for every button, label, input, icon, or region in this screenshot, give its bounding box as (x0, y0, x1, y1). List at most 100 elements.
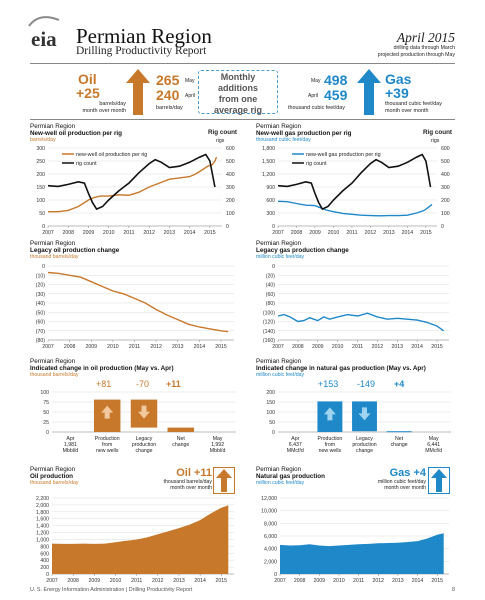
oil-per-rig-chart: 0 50 100 150 200 250 300 0 100 200 300 400 500 600 200… (36, 146, 235, 236)
line-series (48, 156, 218, 213)
gas-production-panel: Permian Region Natural gas production mi… (256, 466, 325, 486)
panel-title: Indicated change in natural gas producti… (256, 365, 426, 372)
panel-region: Permian Region (30, 240, 76, 247)
legend-label: new-well oil production per rig (76, 152, 147, 158)
x-tick-label: 2008 (292, 344, 304, 350)
x-tick-label: 2008 (67, 578, 79, 584)
oil-summary-delta: +25 (76, 85, 100, 101)
panel-region: Permian Region (30, 123, 76, 130)
unit-line: month over month (385, 107, 429, 114)
y-tick-label: 1,600 (36, 517, 49, 523)
y-tick-label: 0 (42, 224, 45, 230)
x-tick-label: 2014 (194, 578, 206, 584)
y-tick-label: 12,000 (261, 496, 277, 502)
panel-unit: thousand cubic feet/day (256, 137, 311, 143)
gas-may-value: 498 (324, 72, 348, 88)
x-tick-label: 2013 (383, 230, 395, 236)
gas-april-label: April (308, 93, 319, 99)
y2-tick-label: 0 (441, 224, 444, 230)
panel-unit: thousand barrels/day (30, 254, 79, 260)
x-tick-label: 2013 (173, 578, 185, 584)
divider (30, 63, 455, 64)
x-tick-label: 2012 (143, 230, 155, 236)
x-tick-label: 2012 (152, 578, 164, 584)
category-label: Mbbl/d (210, 448, 226, 454)
y2-tick-label: 500 (226, 159, 235, 165)
x-tick-label: 2015 (420, 230, 432, 236)
panel-title: Legacy oil production change (30, 247, 120, 254)
bar-net (386, 431, 412, 433)
oil-may-value: 265 (156, 72, 180, 88)
monthly-additions-box (198, 70, 278, 114)
panel-region: Permian Region (256, 358, 302, 365)
x-tick-label: 2012 (150, 344, 162, 350)
panel-region: Permian Region (30, 358, 76, 365)
y-tick-label: (20) (36, 283, 45, 289)
line-series (277, 200, 433, 217)
page-title: Permian Region (76, 24, 212, 48)
report-subtitle: Drilling Productivity Report (76, 45, 207, 57)
gas-production-chart: 0 2,000 4,000 6,000 8,000 10,000 12,000 2007 200… (261, 496, 449, 584)
gas-up-arrow-icon (431, 469, 447, 492)
legend-label: new-well gas production per rig (306, 152, 381, 158)
gas-summary-delta: +39 (385, 85, 409, 101)
x-tick-label: 2014 (411, 344, 423, 350)
y-tick-label: 10,000 (261, 509, 277, 515)
category-label: production (132, 442, 156, 448)
y-tick-label: 50 (39, 211, 45, 217)
oil-mid-unit: barrels/day (156, 105, 183, 111)
y-tick-label: (100) (263, 310, 275, 316)
down-arrow-icon (358, 407, 371, 421)
y-tick-label: 0 (272, 224, 275, 230)
y2-tick-label: 400 (441, 172, 450, 178)
x-tick-label: 2008 (291, 230, 303, 236)
y-tick-label: 6,000 (264, 534, 277, 540)
y-tick-label: 25 (43, 420, 49, 426)
category-label: change (356, 448, 373, 454)
panel-unit: thousand barrels/day (30, 480, 79, 486)
legend-label: rig count (306, 161, 327, 167)
area-series (280, 533, 444, 574)
panel-title: Natural gas production (256, 473, 325, 480)
category-label: change (135, 448, 152, 454)
y-tick-label: 0 (272, 264, 275, 270)
oil-summary-label: Oil (78, 71, 97, 87)
bar-net (167, 427, 195, 432)
y-tick-label: (80) (266, 301, 275, 307)
line-series (277, 153, 432, 211)
y-tick-label: 100 (266, 410, 275, 416)
oil-change-panel: Permian Region Indicated change in oil p… (30, 358, 174, 378)
y-tick-label: 0 (46, 572, 49, 578)
category-label: MMcf/d (287, 448, 304, 454)
category-label: Production (317, 436, 342, 442)
y-tick-label: (160) (263, 338, 275, 344)
y-tick-label: (140) (263, 329, 275, 335)
panel-title: Indicated change in oil production (May … (30, 365, 174, 372)
badge-arrow-box (428, 467, 450, 494)
x-tick-label: 2008 (294, 578, 306, 584)
category-label: Apr (291, 436, 299, 442)
x-tick-label: 2010 (110, 578, 122, 584)
rig-axis-title: Rig count (423, 129, 453, 136)
x-tick-label: 2008 (64, 344, 76, 350)
panel-title: New-well gas production per rig (256, 130, 352, 137)
gas-up-arrow-icon (357, 69, 381, 115)
y-tick-label: 200 (36, 172, 45, 178)
x-tick-label: 2007 (42, 230, 54, 236)
line-series (277, 312, 445, 332)
x-tick-label: 2007 (46, 578, 58, 584)
down-arrow-icon (138, 405, 150, 419)
y-tick-label: 150 (36, 185, 45, 191)
gas-legacy-chart: 0(20)(40)(60)(80)(100)(120)(140)(160)200… (263, 264, 449, 350)
x-tick-label: 2011 (346, 230, 357, 236)
x-tick-label: 2009 (312, 344, 324, 350)
oil-up-arrow-icon (216, 469, 232, 492)
x-tick-label: 2013 (164, 230, 176, 236)
oil-legacy-panel: Permian Region Legacy oil production cha… (30, 240, 119, 260)
category-label: from (102, 442, 112, 448)
panel-unit: thousand barrels/day (30, 372, 79, 378)
y-tick-label: 1,800 (36, 510, 49, 516)
y-tick-label: 300 (266, 211, 275, 217)
y-tick-label: (40) (266, 283, 275, 289)
y2-tick-label: 100 (226, 211, 235, 217)
